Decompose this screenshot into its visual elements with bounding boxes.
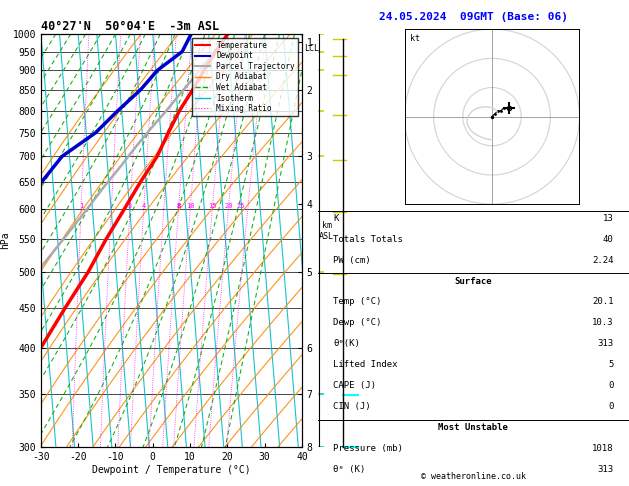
Legend: Temperature, Dewpoint, Parcel Trajectory, Dry Adiabat, Wet Adiabat, Isotherm, Mi: Temperature, Dewpoint, Parcel Trajectory… — [192, 38, 298, 116]
Text: Pressure (mb): Pressure (mb) — [333, 444, 403, 453]
Text: 40: 40 — [603, 235, 613, 244]
Text: 24.05.2024  09GMT (Base: 06): 24.05.2024 09GMT (Base: 06) — [379, 12, 568, 22]
Text: 3: 3 — [128, 203, 132, 209]
Text: 313: 313 — [598, 465, 613, 474]
Text: Lifted Index: Lifted Index — [333, 360, 398, 369]
Text: 40°27'N  50°04'E  -3m ASL: 40°27'N 50°04'E -3m ASL — [41, 20, 219, 33]
Text: 10: 10 — [186, 203, 194, 209]
Text: 10.3: 10.3 — [592, 318, 613, 328]
Text: CAPE (J): CAPE (J) — [333, 381, 376, 390]
Text: 15: 15 — [208, 203, 216, 209]
Text: 20.1: 20.1 — [592, 297, 613, 307]
Y-axis label: km
ASL: km ASL — [319, 221, 334, 241]
Text: © weatheronline.co.uk: © weatheronline.co.uk — [421, 472, 526, 481]
Y-axis label: hPa: hPa — [0, 232, 9, 249]
Text: 4: 4 — [142, 203, 146, 209]
Text: 25: 25 — [237, 203, 245, 209]
Text: Surface: Surface — [455, 277, 492, 286]
Text: θᵉ(K): θᵉ(K) — [333, 339, 360, 348]
Text: 0: 0 — [608, 402, 613, 411]
Text: LCL: LCL — [304, 44, 320, 52]
Text: 0: 0 — [608, 381, 613, 390]
Text: Dewp (°C): Dewp (°C) — [333, 318, 382, 328]
Text: 313: 313 — [598, 339, 613, 348]
Text: PW (cm): PW (cm) — [333, 256, 371, 265]
Text: 2.24: 2.24 — [592, 256, 613, 265]
Text: 1: 1 — [79, 203, 83, 209]
Text: Temp (°C): Temp (°C) — [333, 297, 382, 307]
X-axis label: Dewpoint / Temperature (°C): Dewpoint / Temperature (°C) — [92, 465, 251, 475]
Text: θᵉ (K): θᵉ (K) — [333, 465, 365, 474]
Text: Totals Totals: Totals Totals — [333, 235, 403, 244]
Text: 5: 5 — [608, 360, 613, 369]
Text: Most Unstable: Most Unstable — [438, 423, 508, 432]
Text: 20: 20 — [224, 203, 233, 209]
Text: CIN (J): CIN (J) — [333, 402, 371, 411]
Text: 13: 13 — [603, 214, 613, 223]
Text: K: K — [333, 214, 338, 223]
Text: kt: kt — [409, 35, 420, 43]
Text: 8: 8 — [176, 203, 181, 209]
Text: 1018: 1018 — [592, 444, 613, 453]
Text: 8: 8 — [176, 203, 181, 209]
